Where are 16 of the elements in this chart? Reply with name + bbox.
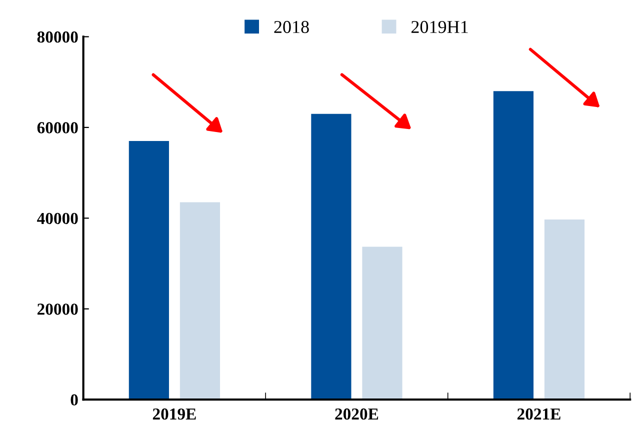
y-tick-label: 20000 (38, 304, 78, 315)
y-tick-label: 40000 (37, 212, 78, 224)
bar (180, 202, 220, 400)
bar (311, 114, 352, 400)
bar (362, 246, 402, 400)
legend-label: 2019H1 (411, 20, 468, 34)
x-tick-label: 2021E (517, 408, 560, 420)
y-tick-label: 0 (70, 394, 78, 406)
bar (544, 220, 585, 400)
bar (128, 141, 169, 400)
legend-label: 2018 (274, 20, 309, 34)
x-tick-label: 2019E (152, 408, 196, 420)
y-tick-label: 80000 (37, 31, 78, 43)
bar (493, 91, 534, 400)
y-tick-label: 60000 (37, 122, 78, 134)
x-tick-label: 2020E (335, 408, 378, 420)
